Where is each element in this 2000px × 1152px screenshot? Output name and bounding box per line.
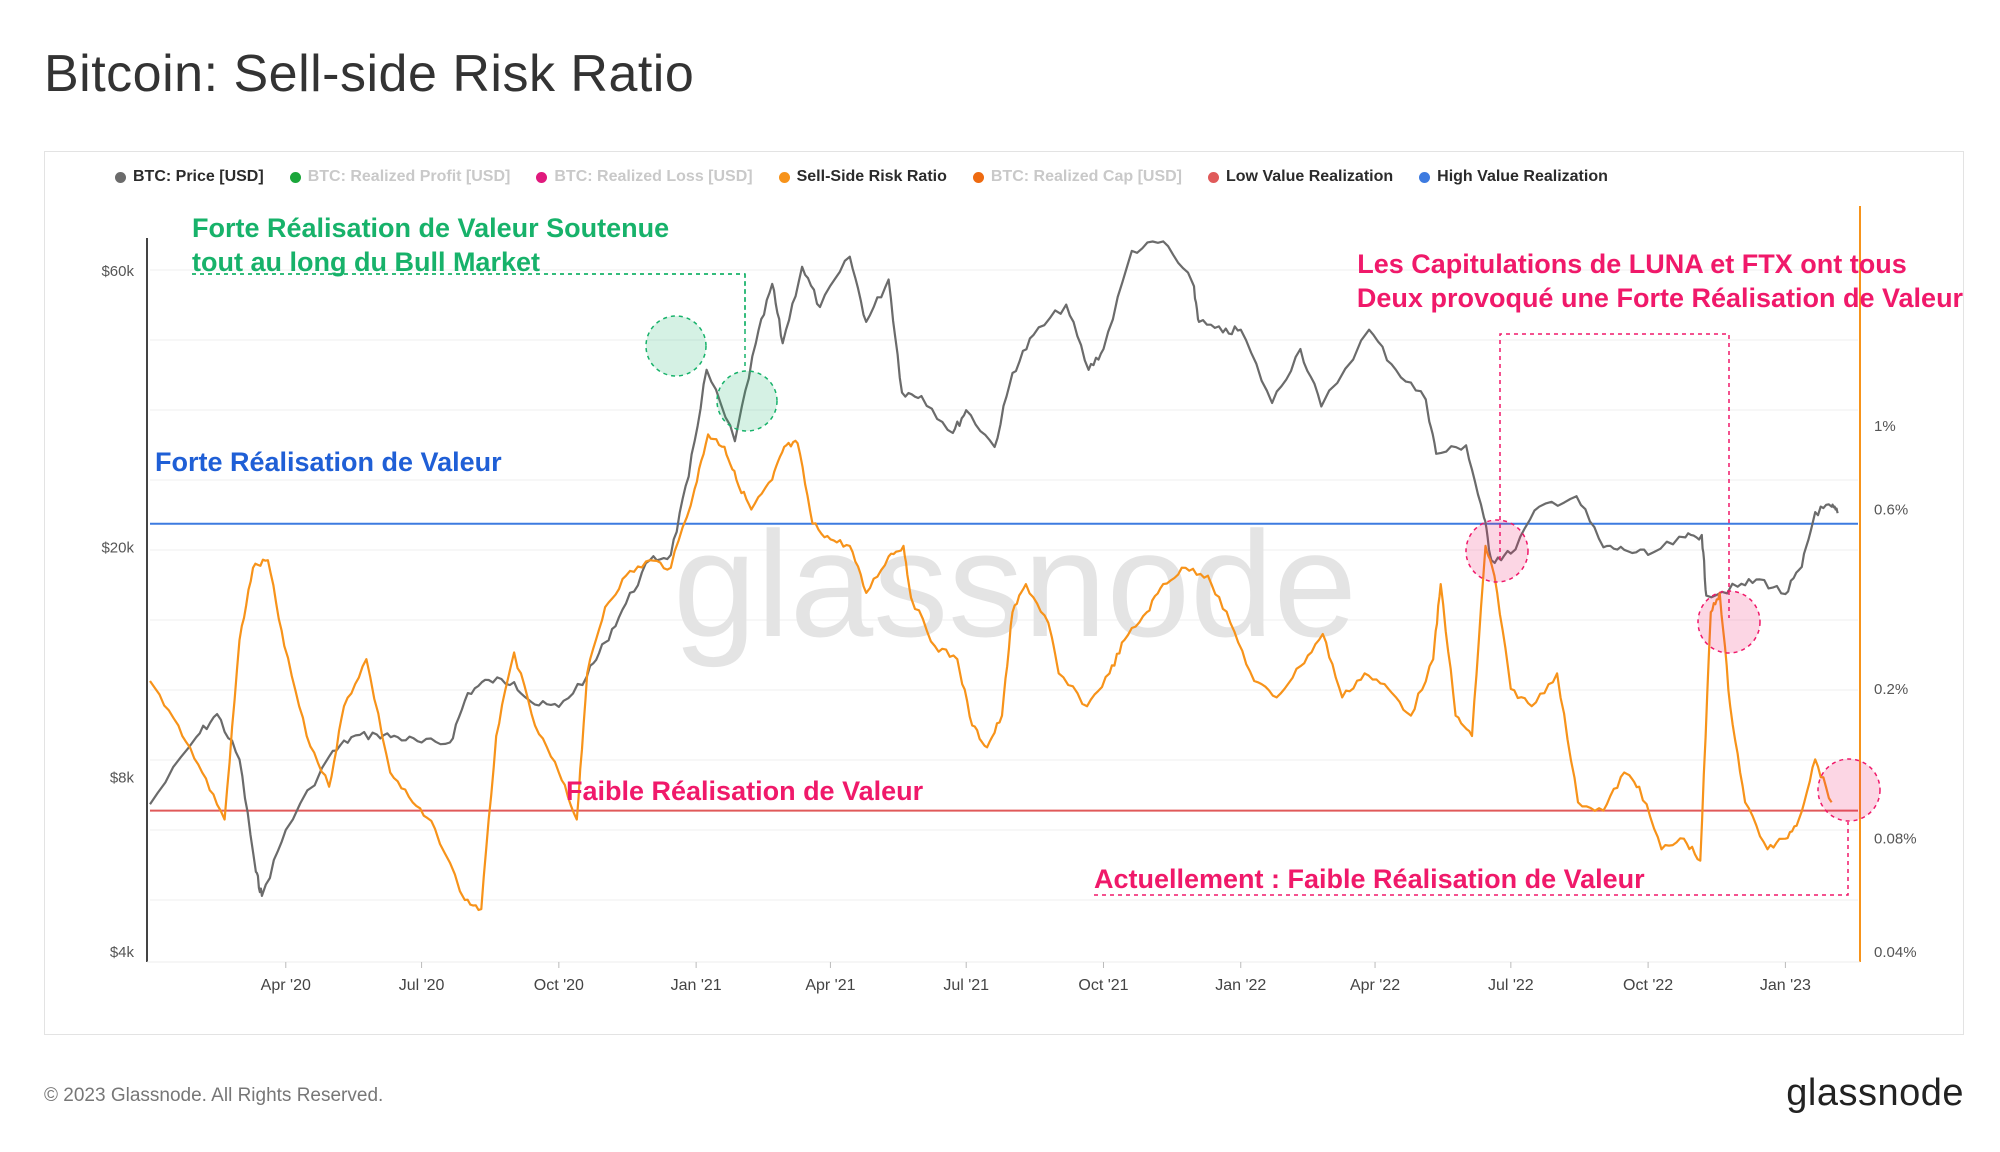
current-bracket — [1094, 822, 1849, 896]
bull-market-annotation-line1: Forte Réalisation de Valeur Soutenue — [192, 213, 669, 243]
ftx-capitulation-circle — [1697, 590, 1761, 654]
legend-item-realized-profit[interactable]: BTC: Realized Profit [USD] — [289, 168, 511, 186]
x-tick-label: Jul '22 — [1488, 977, 1534, 994]
capitulation-annotation-line1: Les Capitulations de LUNA et FTX ont tou… — [1357, 249, 1907, 279]
y-left-tick-label: $20k — [101, 539, 134, 556]
legend-label: BTC: Realized Profit [USD] — [307, 168, 511, 185]
x-tick-label: Oct '22 — [1623, 977, 1673, 994]
bull-peak-circle — [716, 370, 778, 432]
y-left-tick-label: $60k — [101, 263, 134, 280]
x-tick-label: Jul '21 — [943, 977, 989, 994]
threshold-lines — [150, 522, 1858, 812]
annotation-text: Forte Réalisation de Valeur Soutenue tou… — [155, 213, 1964, 894]
legend-dot-icon — [1419, 171, 1431, 183]
y-left-tick-label: $8k — [110, 770, 135, 787]
x-tick-label: Apr '21 — [805, 977, 855, 994]
page-title: Bitcoin: Sell-side Risk Ratio — [44, 45, 695, 103]
capitulation-annotation-line2: Deux provoqué une Forte Réalisation de V… — [1357, 283, 1964, 313]
legend-label: Low Value Realization — [1226, 168, 1394, 185]
legend-label: High Value Realization — [1437, 168, 1608, 185]
x-tick-label: Apr '22 — [1350, 977, 1400, 994]
y-left-tick-label: $4k — [110, 944, 135, 961]
y-right-tick-label: 0.08% — [1874, 831, 1917, 848]
high-value-line-label: Forte Réalisation de Valeur — [155, 447, 502, 477]
luna-capitulation-circle — [1465, 519, 1529, 583]
copyright-text: © 2023 Glassnode. All Rights Reserved. — [44, 1085, 384, 1106]
legend-item-realized-loss[interactable]: BTC: Realized Loss [USD] — [536, 168, 753, 186]
capitulation-bracket — [1499, 333, 1730, 618]
legend-dot-icon — [289, 171, 301, 183]
y-right-tick-label: 1% — [1874, 418, 1896, 435]
legend-dot-icon — [778, 171, 790, 183]
y-right-tick-label: 0.6% — [1874, 501, 1908, 518]
x-tick-label: Apr '20 — [261, 977, 311, 994]
annotation-shapes — [192, 273, 1881, 896]
x-tick-label: Jan '23 — [1760, 977, 1811, 994]
legend-dot-icon — [115, 171, 126, 183]
x-tick-label: Oct '21 — [1078, 977, 1128, 994]
legend-label: BTC: Realized Loss [USD] — [554, 168, 753, 185]
legend-item-sell-side-risk-ratio[interactable]: Sell-Side Risk Ratio — [778, 168, 947, 186]
legend-item-low-value-realization[interactable]: Low Value Realization — [1208, 168, 1393, 186]
bull-peak-circle — [645, 315, 707, 377]
legend-label: BTC: Price [USD] — [133, 168, 264, 185]
legend-item-high-value-realization[interactable]: High Value Realization — [1419, 168, 1608, 186]
legend-item-realized-cap[interactable]: BTC: Realized Cap [USD] — [972, 168, 1182, 186]
axes: $4k $8k $20k $60k 0.04% 0.08% 0.2% 0.6% 1% Apr '2… — [101, 206, 1917, 994]
bull-market-annotation-line2: tout au long du Bull Market — [192, 247, 540, 277]
legend-item-btc-price[interactable]: BTC: Price [USD] — [115, 168, 264, 186]
current-circle — [1817, 758, 1881, 822]
sell-side-risk-ratio-line — [149, 433, 1833, 912]
glassnode-logo: glassnode — [1786, 1072, 1964, 1114]
x-tick-label: Jul '20 — [399, 977, 445, 994]
glassnode-watermark: glassnode — [673, 500, 1357, 668]
btc-price-line — [149, 240, 1839, 897]
low-value-line-label: Faible Réalisation de Valeur — [566, 776, 924, 806]
legend-label: Sell-Side Risk Ratio — [796, 168, 947, 185]
current-annotation: Actuellement : Faible Réalisation de Val… — [1094, 864, 1645, 894]
x-tick-label: Oct '20 — [534, 977, 584, 994]
x-tick-label: Jan '21 — [671, 977, 722, 994]
series — [149, 240, 1839, 912]
legend-dot-icon — [1208, 171, 1219, 183]
legend-dot-icon — [972, 171, 984, 183]
x-tick-label: Jan '22 — [1215, 977, 1266, 994]
chart-legend: BTC: Price [USD] BTC: Realized Profit [U… — [115, 168, 1608, 186]
chart-frame — [44, 151, 1964, 1035]
legend-label: BTC: Realized Cap [USD] — [990, 168, 1182, 185]
y-right-tick-label: 0.04% — [1874, 944, 1917, 961]
y-right-tick-label: 0.2% — [1874, 681, 1908, 698]
legend-dot-icon — [536, 171, 548, 183]
